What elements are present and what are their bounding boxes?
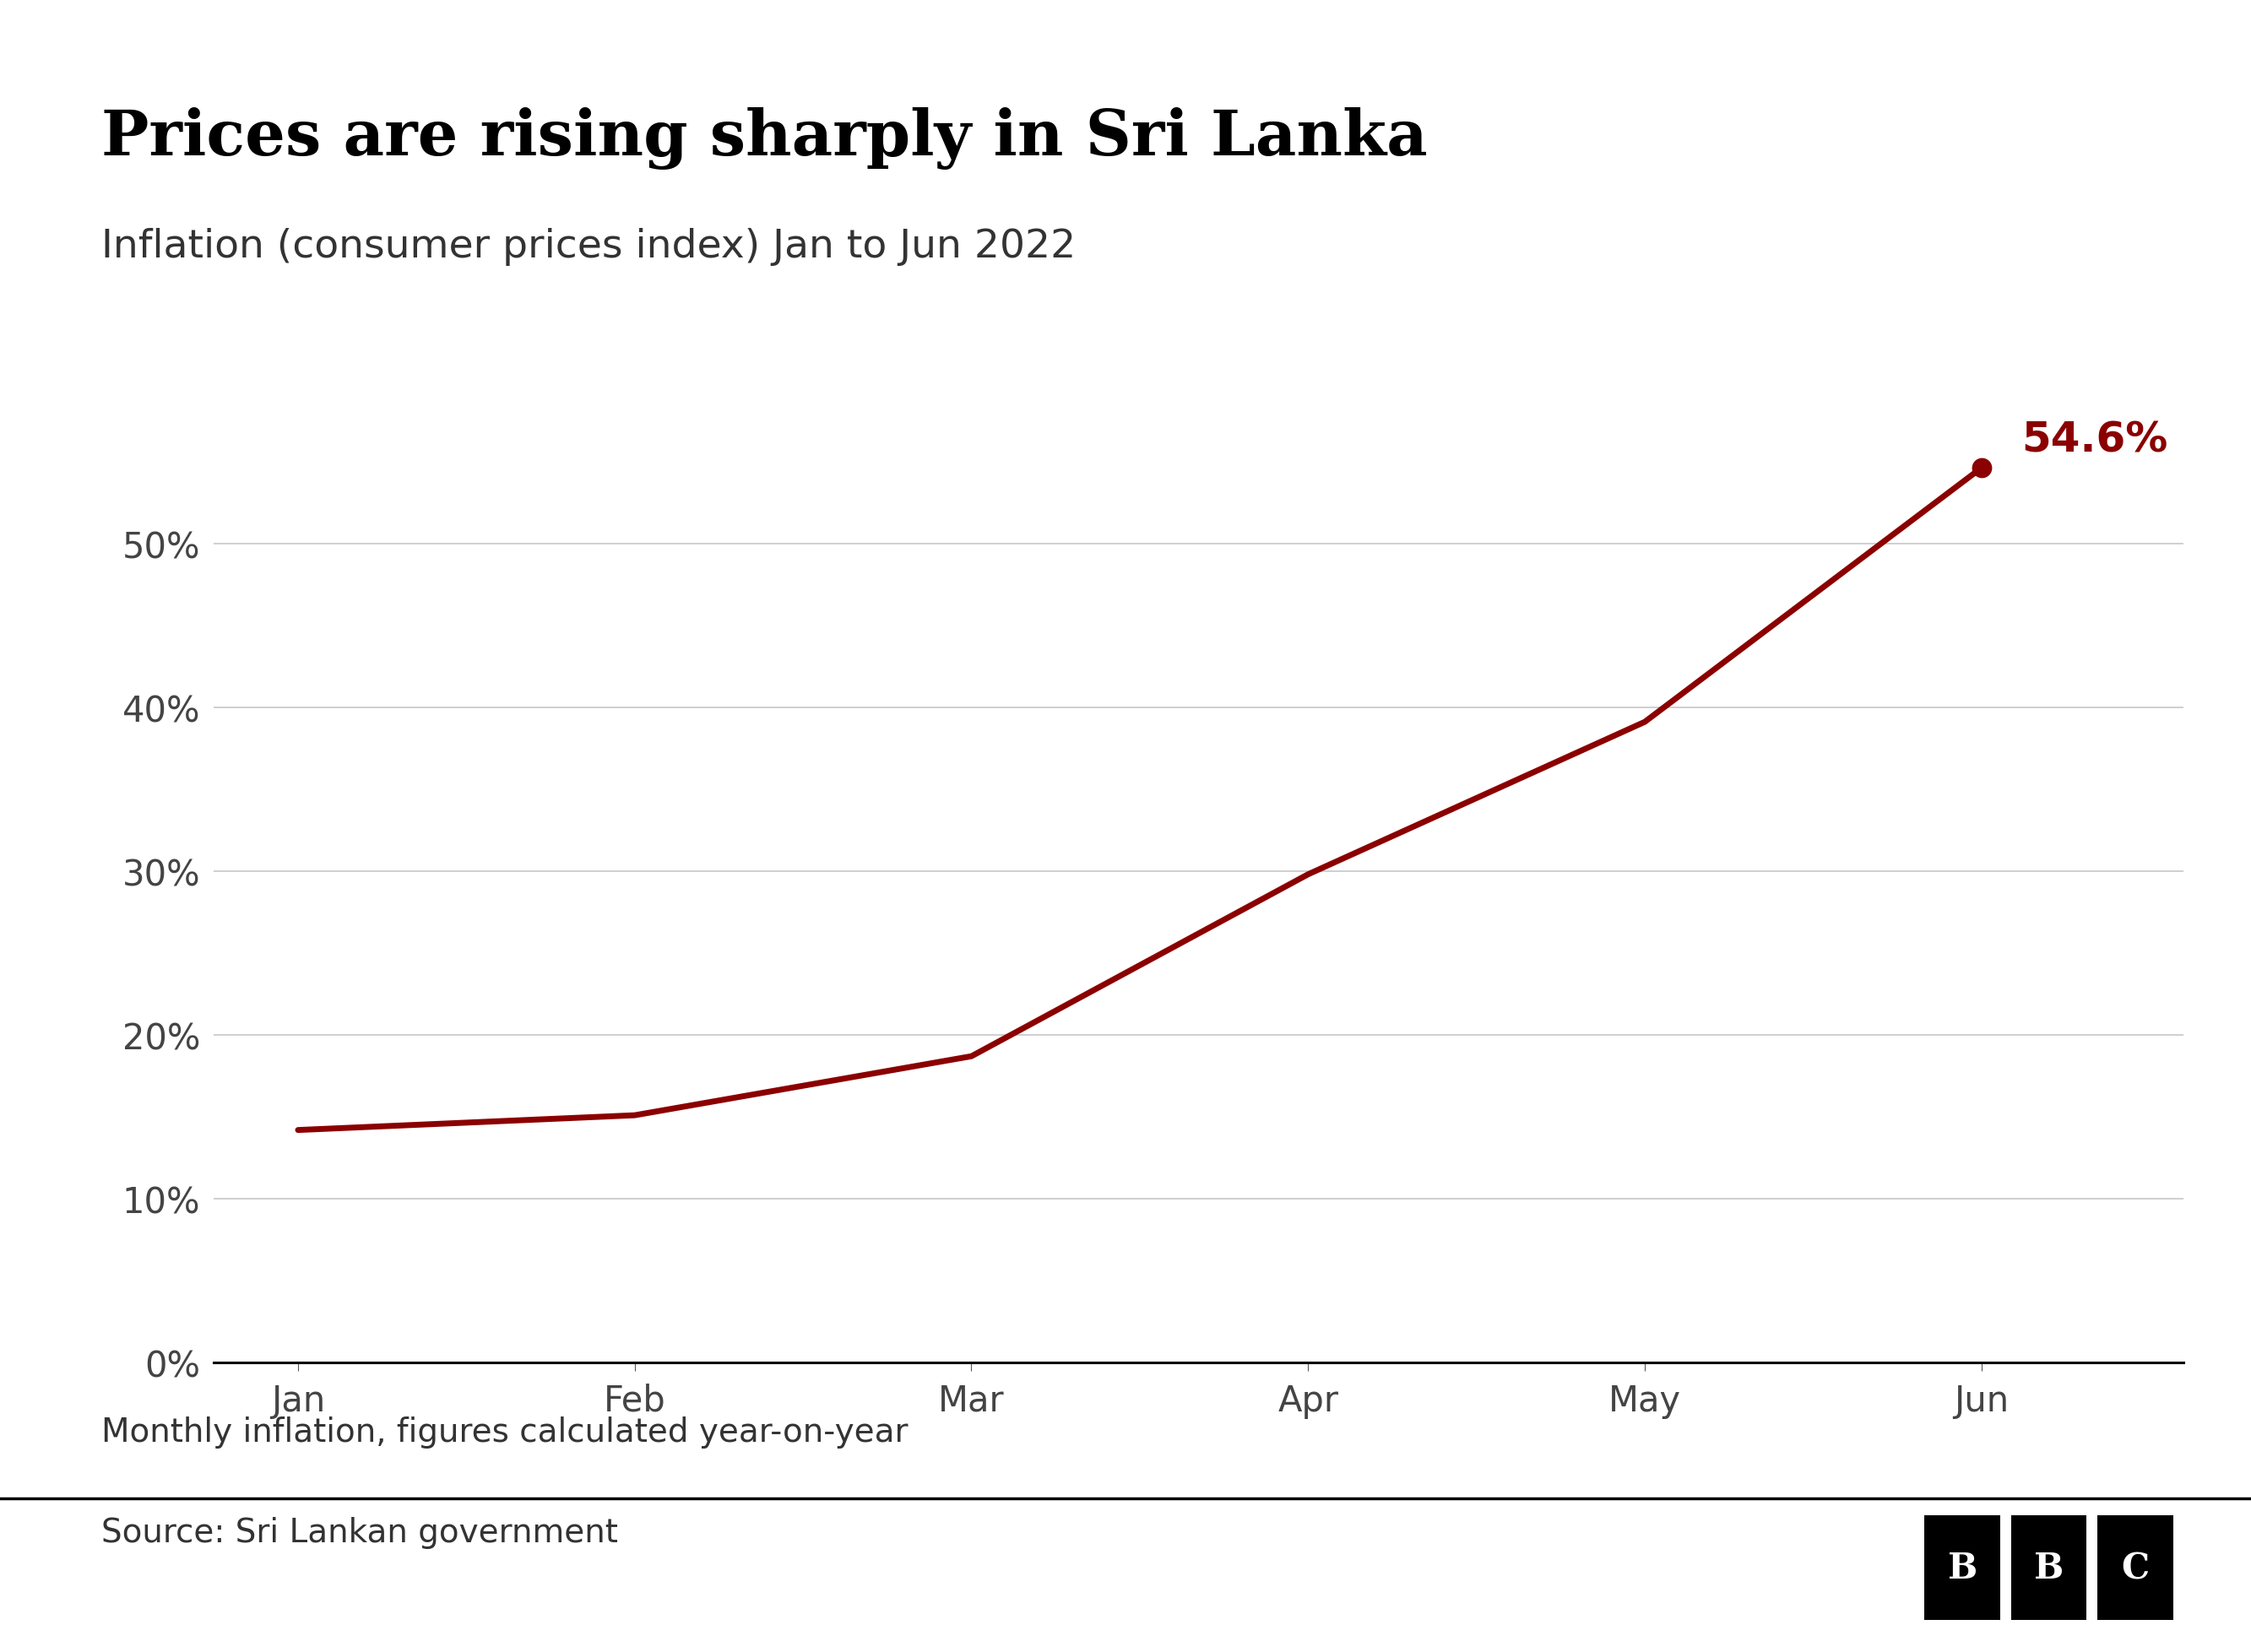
Point	[1963, 456, 1999, 482]
Text: Inflation (consumer prices index) Jan to Jun 2022: Inflation (consumer prices index) Jan to…	[101, 228, 1076, 266]
Bar	[1925, 1515, 2001, 1621]
Text: Monthly inflation, figures calculated year-on-year: Monthly inflation, figures calculated ye…	[101, 1416, 907, 1447]
Text: Source: Sri Lankan government: Source: Sri Lankan government	[101, 1517, 619, 1548]
Bar	[2098, 1515, 2172, 1621]
Text: B: B	[1947, 1550, 1976, 1586]
Bar	[2010, 1515, 2087, 1621]
Text: 54.6%: 54.6%	[2021, 420, 2168, 461]
Text: Prices are rising sharply in Sri Lanka: Prices are rising sharply in Sri Lanka	[101, 107, 1427, 170]
Text: B: B	[2035, 1550, 2064, 1586]
Text: C: C	[2120, 1550, 2150, 1586]
